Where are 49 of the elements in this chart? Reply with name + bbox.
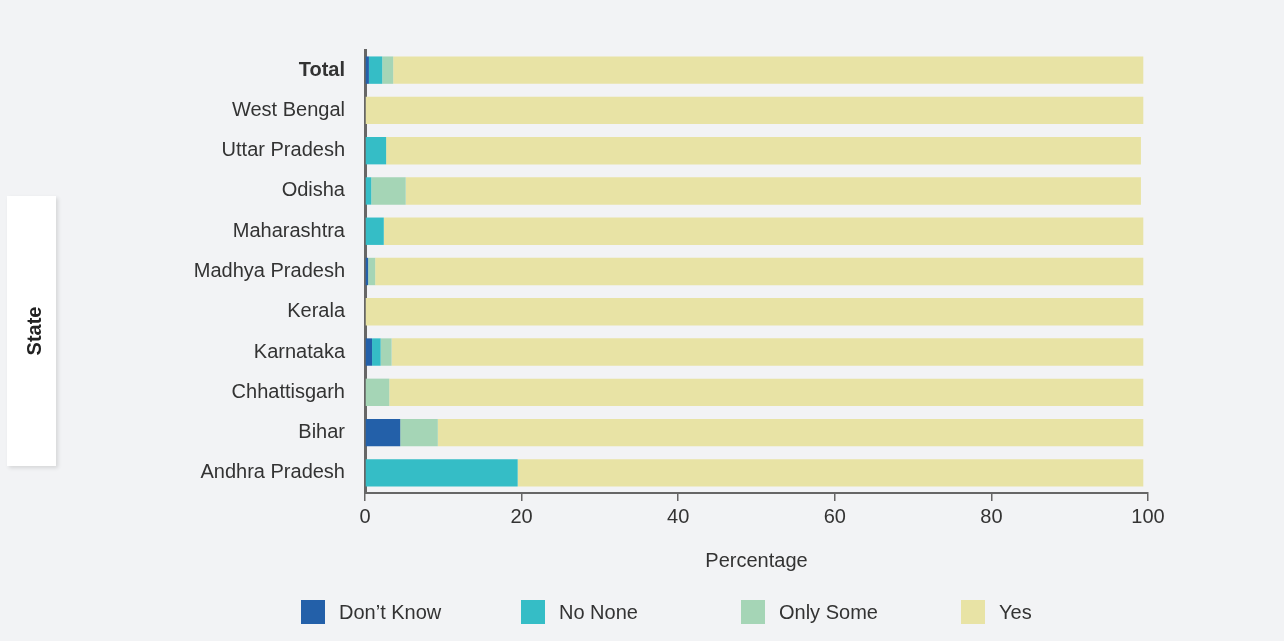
y-tick-label: West Bengal bbox=[231, 97, 345, 120]
bar bbox=[393, 56, 1144, 84]
bar bbox=[368, 56, 383, 84]
bar bbox=[405, 177, 1141, 205]
bar bbox=[400, 418, 438, 447]
bar bbox=[365, 298, 1144, 326]
y-tick-label: Total bbox=[298, 57, 345, 80]
y-tick-label: Chhattisgarh bbox=[231, 379, 345, 402]
legend-label: Only Some bbox=[779, 600, 878, 624]
bar bbox=[365, 418, 401, 447]
bar bbox=[386, 136, 1141, 165]
bar bbox=[383, 217, 1144, 245]
bar bbox=[365, 378, 390, 407]
bar bbox=[380, 338, 392, 366]
bar bbox=[365, 96, 1144, 125]
bar bbox=[365, 136, 387, 165]
text: State bbox=[22, 306, 46, 356]
bar bbox=[365, 459, 518, 487]
x-tick-label: 0 bbox=[359, 504, 371, 527]
x-tick-label: 20 bbox=[510, 504, 533, 527]
y-tick-label: Uttar Pradesh bbox=[221, 138, 345, 161]
bar bbox=[382, 56, 394, 84]
y-tick-label: Andhra Pradesh bbox=[200, 460, 345, 483]
x-axis-title: Percentage bbox=[705, 548, 808, 571]
x-tick-label: 60 bbox=[823, 504, 846, 527]
bar bbox=[368, 257, 376, 286]
bar bbox=[517, 459, 1144, 487]
x-tick-label: 40 bbox=[667, 504, 690, 527]
bar bbox=[437, 418, 1144, 447]
bar bbox=[372, 338, 381, 366]
y-tick-label: Maharashtra bbox=[232, 218, 346, 241]
y-tick-label: Bihar bbox=[298, 420, 346, 443]
legend-label: Don’t Know bbox=[339, 600, 442, 624]
bar bbox=[365, 217, 384, 245]
bar bbox=[375, 257, 1144, 286]
bar bbox=[371, 177, 406, 205]
y-tick-label: Karnataka bbox=[253, 339, 346, 362]
bar bbox=[389, 378, 1144, 407]
bar bbox=[391, 338, 1144, 366]
legend-label: Yes bbox=[999, 600, 1032, 624]
bar bbox=[365, 56, 369, 84]
y-tick-label: Madhya Pradesh bbox=[193, 259, 345, 282]
x-tick-label: 80 bbox=[980, 504, 1003, 527]
x-tick-label: 100 bbox=[1131, 504, 1165, 527]
legend-label: No None bbox=[559, 600, 638, 624]
bar bbox=[365, 177, 372, 205]
y-tick-label: Odisha bbox=[281, 178, 346, 201]
bar bbox=[365, 338, 373, 366]
y-tick-label: Kerala bbox=[287, 299, 346, 322]
